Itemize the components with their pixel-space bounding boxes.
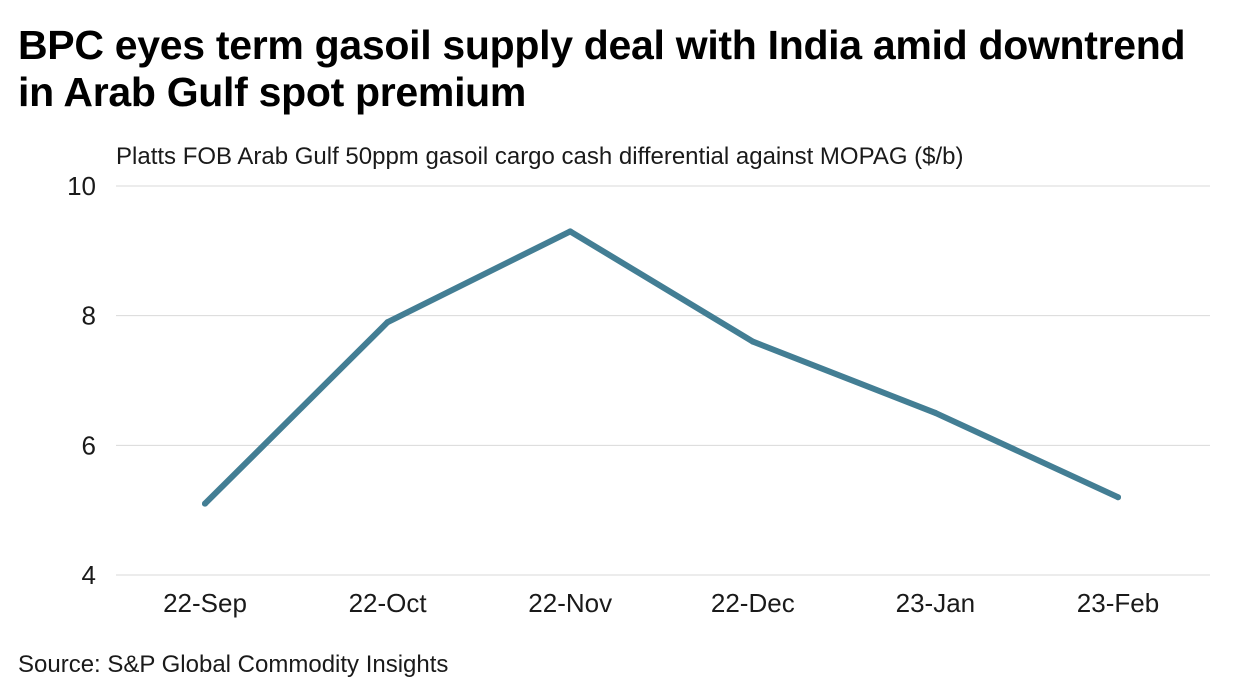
data-point-23-Feb — [1115, 494, 1121, 501]
series-line — [202, 228, 1121, 507]
data-point-22-Sep — [202, 500, 208, 507]
x-tick-label: 23-Jan — [896, 588, 976, 618]
data-point-22-Dec — [749, 338, 756, 345]
chart-subtitle: Platts FOB Arab Gulf 50ppm gasoil cargo … — [116, 143, 964, 170]
y-tick-label: 8 — [82, 301, 96, 331]
data-point-23-Jan — [932, 409, 939, 416]
gridlines — [116, 185, 1210, 576]
data-point-22-Oct — [384, 319, 391, 326]
x-tick-label: 23-Feb — [1077, 588, 1159, 618]
y-tick-label: 10 — [67, 171, 96, 201]
y-tick-label: 4 — [82, 560, 96, 590]
chart-title: BPC eyes term gasoil supply deal with In… — [18, 22, 1186, 115]
series-layer — [202, 228, 1121, 507]
source-note: Source: S&P Global Commodity Insights — [18, 651, 449, 678]
x-tick-label: 22-Dec — [711, 588, 795, 618]
x-tick-label: 22-Sep — [163, 588, 247, 618]
y-axis-tick-labels: 4 6 8 10 — [67, 171, 96, 590]
x-tick-label: 22-Nov — [528, 588, 612, 618]
y-tick-label: 6 — [82, 430, 96, 460]
x-axis-tick-labels: 22-Sep 22-Oct 22-Nov 22-Dec 23-Jan 23-Feb — [163, 588, 1159, 618]
x-tick-label: 22-Oct — [349, 588, 428, 618]
data-point-22-Nov — [567, 228, 574, 235]
